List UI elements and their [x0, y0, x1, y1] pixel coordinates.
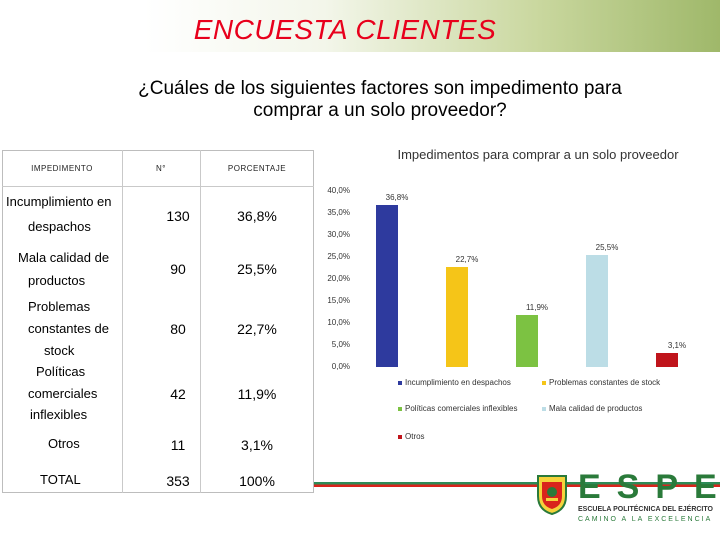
row-count: 90 — [170, 261, 186, 277]
bar-value-label: 11,9% — [525, 302, 549, 312]
header-impedimento: IMPEDIMENTO — [31, 164, 93, 173]
footer-stripe — [314, 482, 720, 487]
factor-text: stock — [44, 343, 75, 358]
legend-swatch — [398, 406, 402, 411]
logo-motto: CAMINO A LA EXCELENCIA — [578, 516, 713, 523]
legend-item: Problemas constantes de stock — [542, 378, 660, 387]
legend-swatch — [398, 434, 402, 439]
bar-value-label: 22,7% — [455, 255, 479, 265]
bar — [586, 254, 608, 367]
legend-label: Problemas constantes de stock — [549, 378, 661, 387]
legend-item: Incumplimiento en despachos — [398, 378, 511, 387]
legend-label: Incumplimiento en despachos — [405, 378, 511, 387]
y-tick-label: 5,0% — [331, 340, 350, 349]
header-percent: PORCENTAJE — [227, 164, 287, 173]
bar — [376, 205, 398, 367]
y-tick-label: 25,0% — [327, 252, 350, 261]
logo-school-name: ESCUELA POLITÉCNICA DEL EJÉRCITO — [578, 506, 713, 513]
factor-text: constantes de — [28, 321, 109, 336]
y-tick-label: 0,0% — [331, 362, 350, 371]
header-count: N° — [156, 164, 166, 173]
row-percent: 22,7% — [237, 321, 277, 337]
question-line-2: comprar a un solo proveedor? — [253, 100, 507, 121]
y-tick-label: 10,0% — [327, 318, 350, 327]
title-band — [0, 0, 720, 52]
legend-item: Otros — [398, 432, 425, 441]
factor-text: comerciales — [28, 386, 98, 401]
y-tick-label: 35,0% — [327, 208, 350, 217]
legend-label: Mala calidad de productos — [549, 404, 643, 413]
y-tick-label: 30,0% — [327, 230, 350, 239]
row-percent: 11,9% — [237, 386, 277, 402]
survey-question: ¿Cuáles de los siguientes factores son i… — [70, 78, 690, 122]
factor-text: Problemas — [28, 299, 91, 314]
table-divider — [200, 150, 201, 493]
total-label: TOTAL — [40, 472, 81, 487]
bar-value-label: 36,8% — [385, 193, 409, 203]
bar-value-label: 25,5% — [595, 242, 619, 252]
question-line-1: ¿Cuáles de los siguientes factores son i… — [138, 78, 622, 99]
row-count: 42 — [170, 386, 186, 402]
legend-item: Mala calidad de productos — [542, 404, 642, 413]
legend-label: Políticas comerciales inflexibles — [405, 404, 518, 413]
bar-value-label: 3,1% — [667, 341, 687, 351]
row-percent: 3,1% — [241, 437, 273, 453]
factor-text: productos — [28, 273, 86, 288]
legend-swatch — [542, 406, 546, 411]
bar-chart: Impedimentos para comprar a un solo prov… — [320, 142, 716, 452]
factor-text: Políticas — [36, 364, 86, 379]
bar — [656, 353, 678, 367]
results-table: IMPEDIMENTO N° PORCENTAJE Incumplimiento… — [2, 150, 314, 493]
table-divider — [2, 186, 314, 187]
y-tick-label: 15,0% — [327, 296, 350, 305]
chart-title: Impedimentos para comprar a un solo prov… — [397, 147, 679, 162]
factor-text: Mala calidad de — [18, 250, 110, 265]
table-frame — [2, 150, 314, 493]
legend-swatch — [542, 380, 546, 385]
table-divider — [122, 150, 123, 493]
factor-text: despachos — [28, 219, 91, 234]
row-percent: 36,8% — [237, 208, 277, 224]
bar — [446, 267, 468, 367]
factor-text: inflexibles — [30, 407, 88, 422]
espe-logo: ESPE ESCUELA POLITÉCNICA DEL EJÉRCITO CA… — [530, 466, 720, 540]
bar — [516, 314, 538, 367]
row-count: 130 — [166, 208, 190, 224]
total-count: 353 — [166, 473, 190, 489]
legend-label: Otros — [405, 432, 425, 441]
row-percent: 25,5% — [237, 261, 277, 277]
total-percent: 100% — [239, 473, 275, 489]
row-count: 11 — [170, 437, 186, 453]
y-tick-label: 40,0% — [327, 186, 350, 195]
legend-item: Políticas comerciales inflexibles — [398, 404, 518, 413]
logo-letters: ESPE — [578, 468, 720, 506]
row-count: 80 — [170, 321, 186, 337]
slide-title: ENCUESTA CLIENTES — [193, 14, 497, 45]
crest-icon — [537, 475, 567, 516]
factor-text: Otros — [48, 436, 80, 451]
legend-swatch — [398, 380, 402, 385]
factor-text: Incumplimiento en — [6, 194, 112, 209]
y-tick-label: 20,0% — [327, 274, 350, 283]
